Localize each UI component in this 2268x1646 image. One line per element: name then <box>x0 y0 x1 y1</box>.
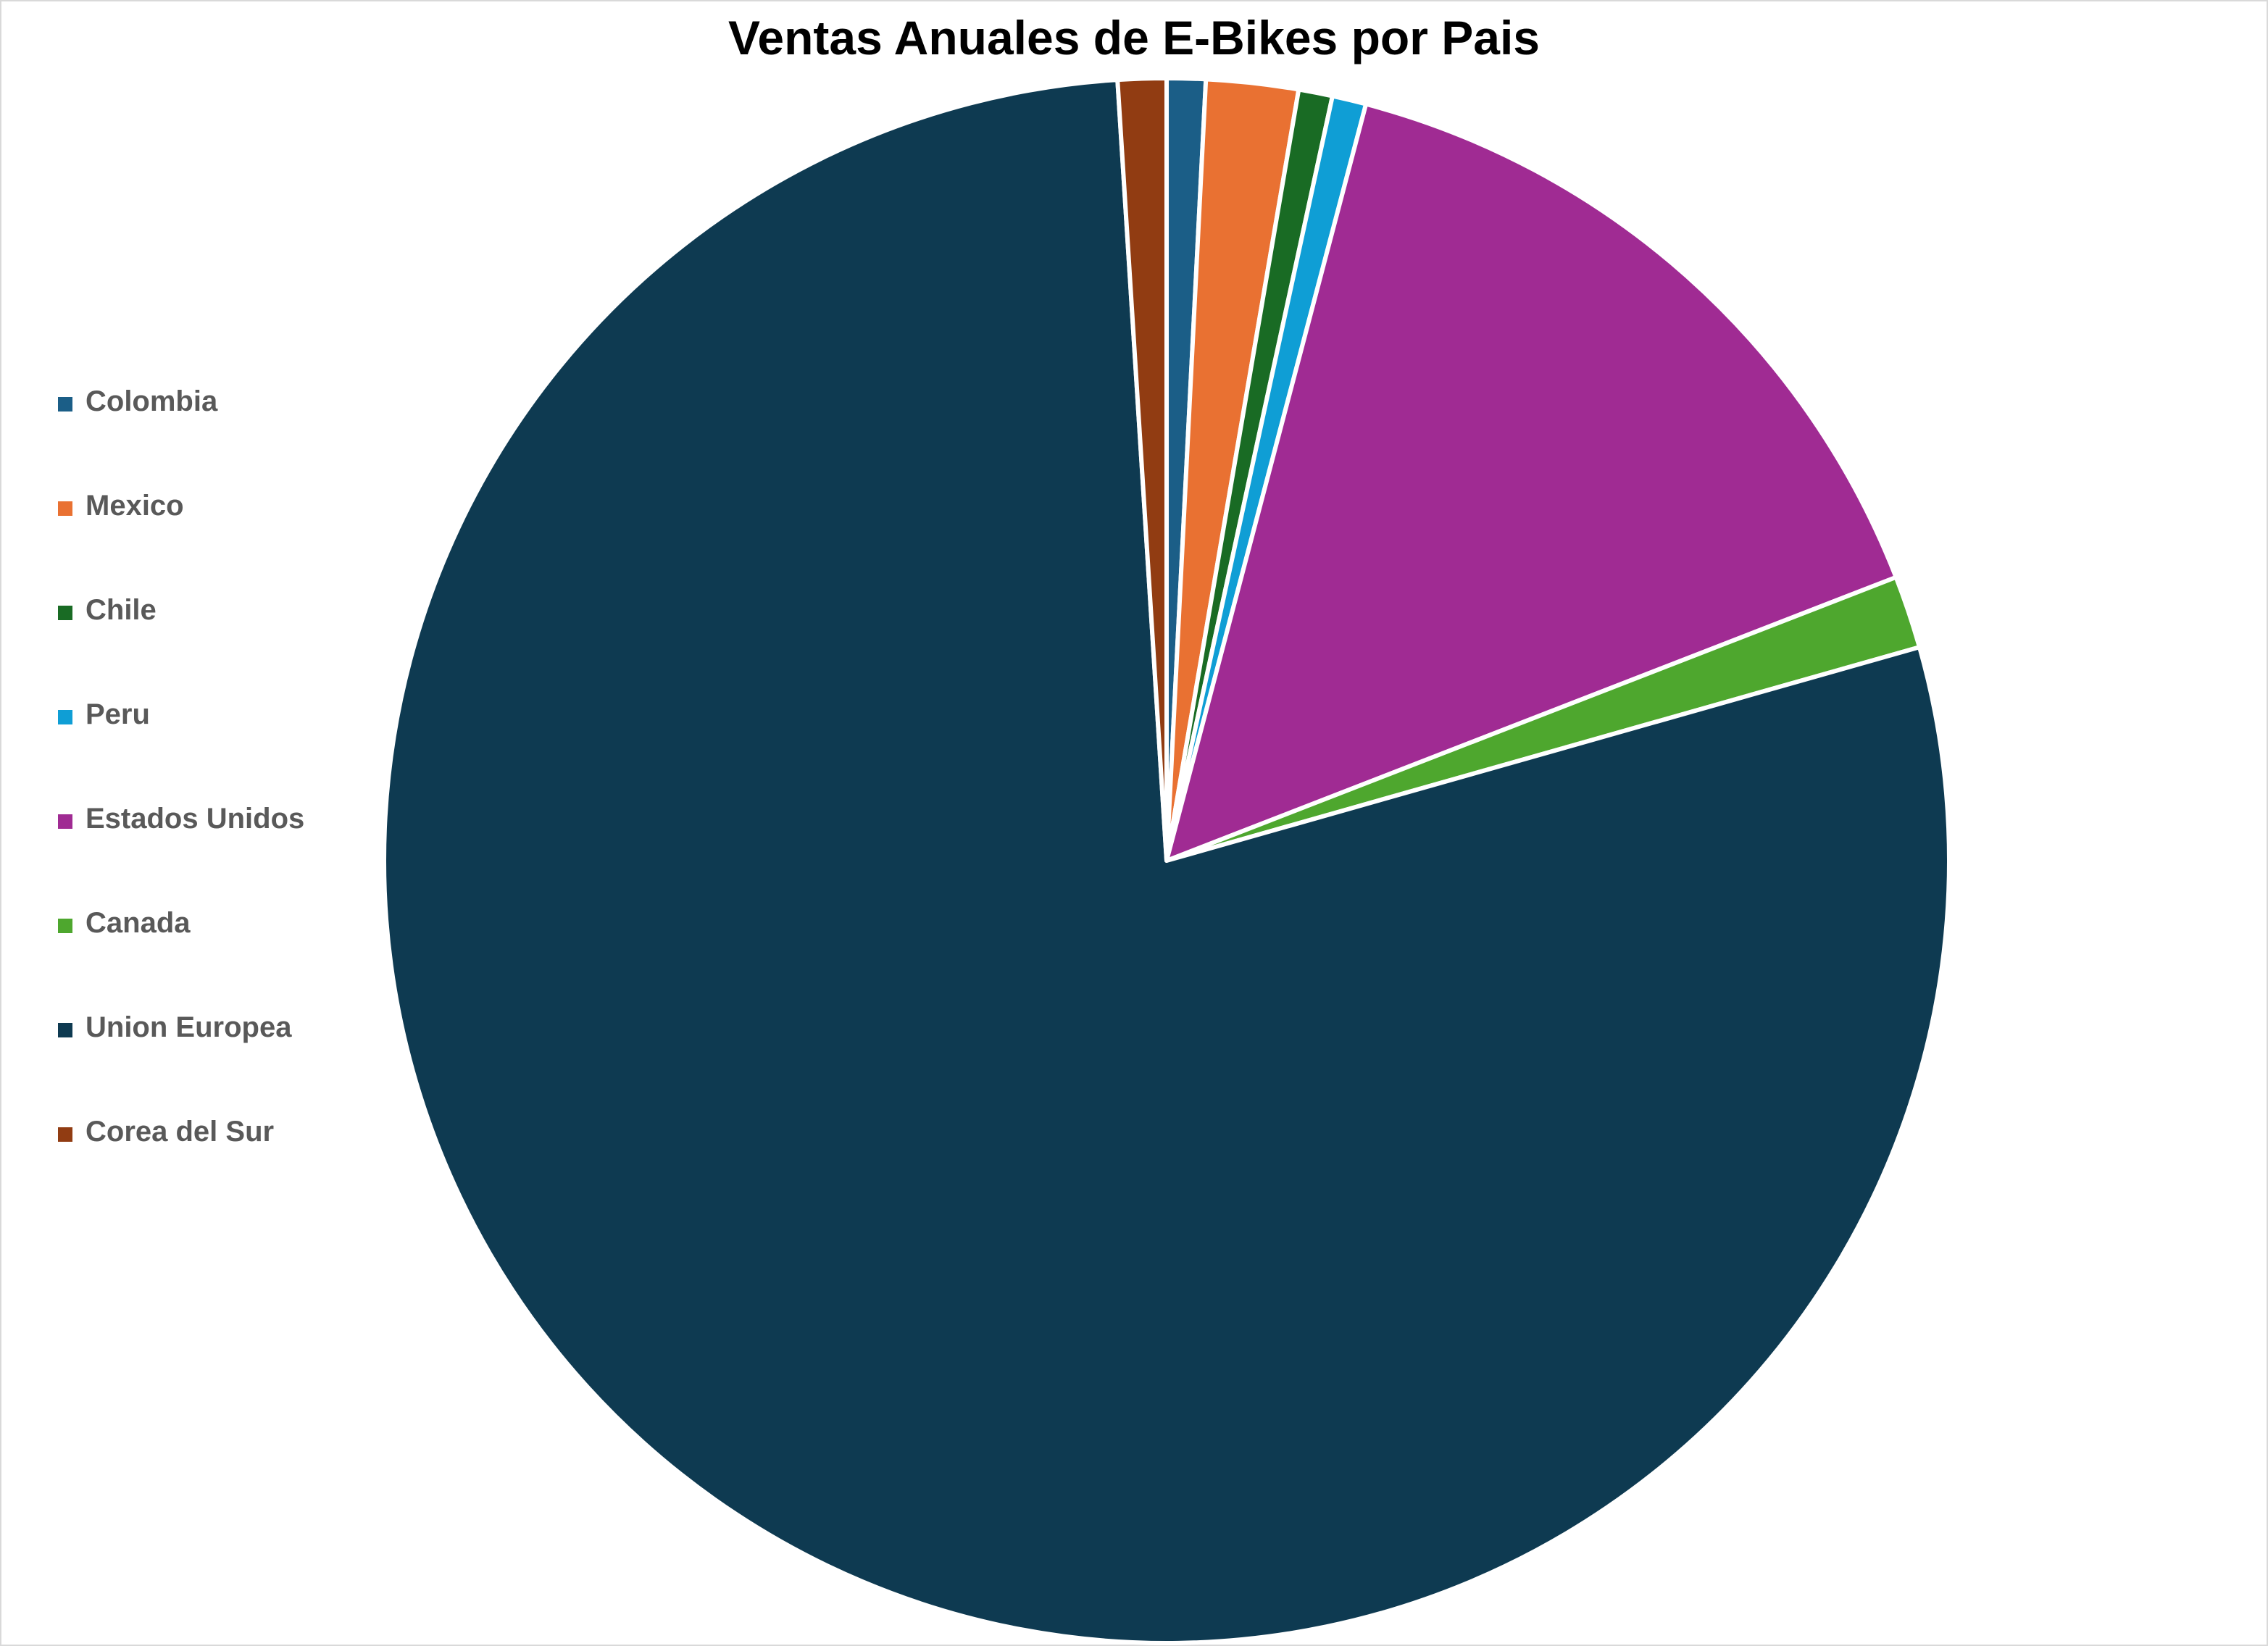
legend-label: Corea del Sur <box>86 1116 275 1148</box>
pie-slice-estados-unidos[interactable] <box>1164 101 1898 863</box>
legend-swatch <box>58 919 72 933</box>
legend-swatch <box>58 606 72 620</box>
legend-label: Estados Unidos <box>86 803 305 835</box>
legend-swatch <box>58 710 72 724</box>
legend-swatch <box>58 397 72 412</box>
pie-slice-corea-del-sur[interactable] <box>1115 76 1169 863</box>
legend-label: Canada <box>86 907 191 939</box>
pie-slices <box>382 75 1951 1645</box>
legend-label: Mexico <box>86 490 184 522</box>
legend-swatch <box>58 501 72 516</box>
legend-label: Colombia <box>86 385 218 417</box>
legend-swatch <box>58 1023 72 1037</box>
legend-swatch <box>58 1127 72 1142</box>
legend-label: Union Europea <box>86 1011 292 1043</box>
legend-label: Chile <box>86 594 157 626</box>
legend-swatch <box>58 814 72 829</box>
chart-title: Ventas Anuales de E-Bikes por Pais <box>727 11 1540 64</box>
legend-label: Peru <box>86 698 150 730</box>
